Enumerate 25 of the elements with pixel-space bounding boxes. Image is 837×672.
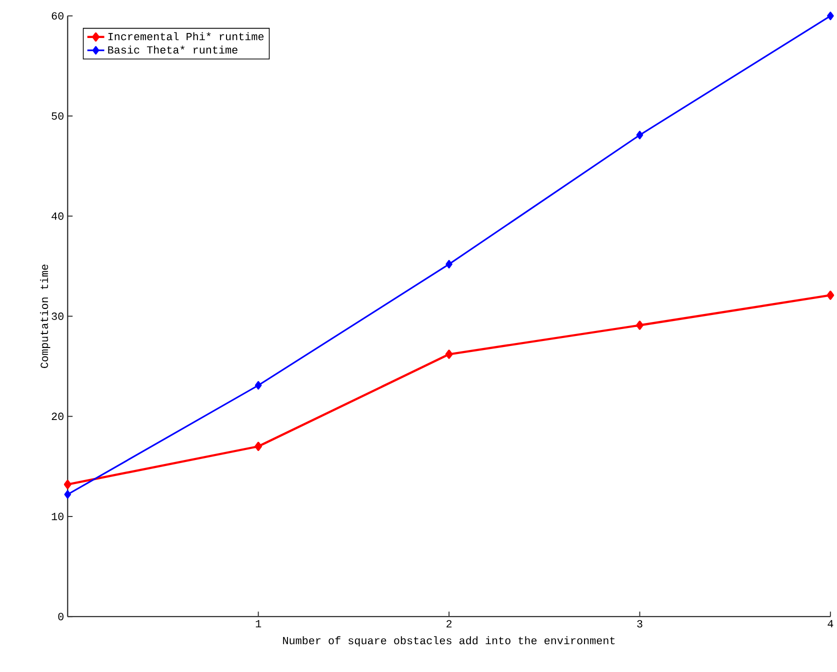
- y-tick-label: 10: [52, 512, 64, 520]
- y-tick-label: 40: [52, 212, 64, 220]
- y-tick-label: 20: [52, 412, 64, 420]
- point: [826, 290, 834, 300]
- y-axis-title: Computation time: [40, 264, 50, 368]
- y-tick-label: 0: [58, 612, 64, 620]
- point: [445, 350, 453, 359]
- x-tick-label: 2: [446, 620, 452, 628]
- point: [254, 380, 262, 390]
- x-axis-title: Number of square obstacles add into the environment: [283, 636, 615, 646]
- point: [636, 320, 644, 330]
- point: [827, 11, 834, 20]
- point: [446, 260, 452, 268]
- legend-label: Basic Theta* runtime: [108, 45, 238, 54]
- legend-label: Incremental Phi* runtime: [108, 32, 264, 40]
- y-tick-label: 60: [52, 12, 64, 20]
- point: [254, 442, 262, 451]
- point: [64, 490, 72, 499]
- x-tick-label: 4: [828, 620, 834, 628]
- point: [636, 130, 644, 140]
- x-tick-label: 1: [256, 620, 262, 628]
- y-tick-label: 30: [52, 312, 64, 320]
- y-tick-label: 50: [52, 112, 64, 120]
- point: [64, 480, 72, 489]
- x-tick-label: 3: [637, 620, 642, 628]
